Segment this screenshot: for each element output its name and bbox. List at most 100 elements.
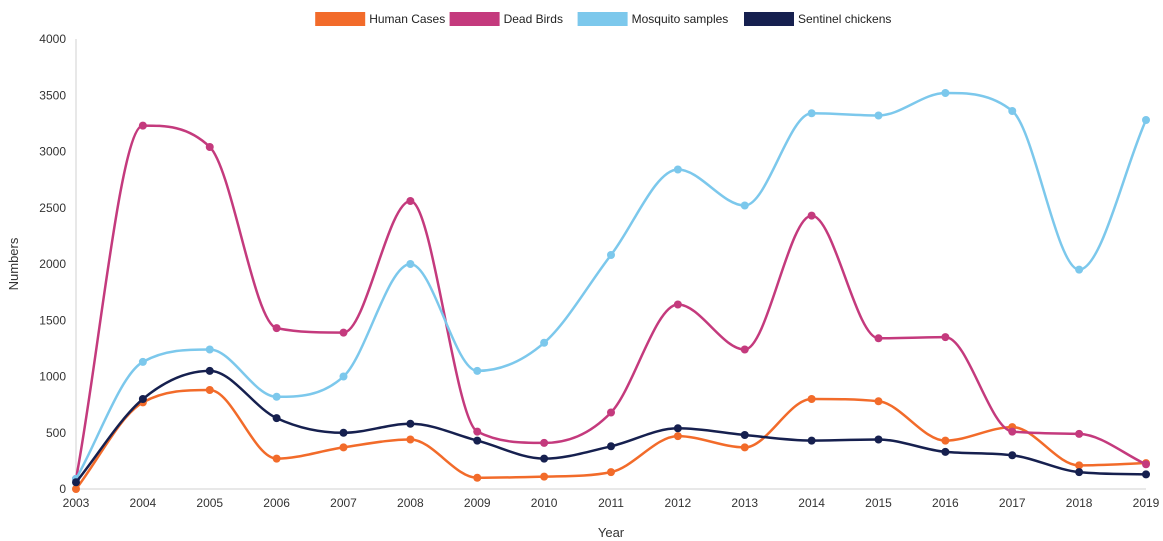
legend-item-mosquito-samples: Mosquito samples xyxy=(577,12,729,26)
x-tick-label: 2019 xyxy=(1133,496,1160,510)
y-tick-label: 500 xyxy=(46,426,66,440)
data-point-sentinel-chickens xyxy=(540,454,549,463)
legend-label: Mosquito samples xyxy=(632,12,729,26)
x-tick-label: 2015 xyxy=(865,496,892,510)
data-point-sentinel-chickens xyxy=(673,424,682,433)
data-point-dead-birds xyxy=(740,345,749,354)
series-mosquito-samples xyxy=(72,89,1150,483)
data-point-dead-birds xyxy=(1008,427,1017,436)
x-tick-label: 2009 xyxy=(464,496,491,510)
x-tick-label: 2017 xyxy=(999,496,1026,510)
data-point-sentinel-chickens xyxy=(874,435,883,444)
data-point-mosquito-samples xyxy=(205,345,214,354)
data-point-human-cases xyxy=(406,435,415,444)
x-axis-title: Year xyxy=(598,525,625,540)
data-point-dead-birds xyxy=(205,143,214,151)
data-point-human-cases xyxy=(540,472,549,481)
y-tick-label: 1000 xyxy=(39,370,66,384)
data-point-sentinel-chickens xyxy=(1008,451,1017,460)
data-point-dead-birds xyxy=(1075,429,1084,438)
x-tick-label: 2003 xyxy=(63,496,90,510)
data-point-sentinel-chickens xyxy=(607,442,615,451)
legend-swatch xyxy=(449,12,500,26)
legend-item-sentinel-chickens: Sentinel chickens xyxy=(744,12,891,26)
data-point-mosquito-samples xyxy=(406,260,415,268)
legend-label: Dead Birds xyxy=(504,12,563,26)
data-point-human-cases xyxy=(1075,461,1084,470)
data-point-sentinel-chickens xyxy=(205,366,214,375)
x-axis-ticks: 2003 2004 2005 2006 2007 2008 2009 2010 2011 2012… xyxy=(63,496,1160,510)
series-line-sentinel-chickens xyxy=(75,369,1147,484)
x-tick-label: 2012 xyxy=(665,496,692,510)
x-tick-label: 2005 xyxy=(196,496,223,510)
data-point-dead-birds xyxy=(607,408,615,417)
data-point-human-cases xyxy=(607,468,615,477)
data-point-mosquito-samples xyxy=(740,201,749,210)
data-point-sentinel-chickens xyxy=(807,436,816,445)
data-point-mosquito-samples xyxy=(807,109,816,118)
y-tick-label: 2500 xyxy=(39,201,66,215)
legend-item-human-cases: Human Cases xyxy=(315,12,445,26)
data-point-human-cases xyxy=(72,485,80,493)
y-tick-label: 3500 xyxy=(39,88,66,102)
legend-swatch xyxy=(577,12,628,26)
data-point-human-cases xyxy=(272,454,281,463)
y-axis-title: Numbers xyxy=(6,237,21,290)
y-tick-label: 4000 xyxy=(39,32,66,46)
series-dead-birds xyxy=(72,121,1150,483)
x-tick-label: 2010 xyxy=(531,496,558,510)
legend-label: Sentinel chickens xyxy=(798,12,891,26)
data-point-mosquito-samples xyxy=(540,338,549,347)
legend-item-dead-birds: Dead Birds xyxy=(449,12,563,26)
data-point-mosquito-samples xyxy=(473,366,482,375)
legend-swatch xyxy=(315,12,366,26)
data-point-dead-birds xyxy=(941,333,950,342)
x-tick-label: 2014 xyxy=(798,496,825,510)
data-point-sentinel-chickens xyxy=(1075,468,1084,477)
data-point-dead-birds xyxy=(339,328,348,337)
data-point-dead-birds xyxy=(406,197,415,205)
data-point-sentinel-chickens xyxy=(72,478,80,487)
data-point-dead-birds xyxy=(138,121,147,130)
data-point-sentinel-chickens xyxy=(272,414,281,423)
y-tick-label: 0 xyxy=(59,482,66,496)
data-point-sentinel-chickens xyxy=(941,447,950,456)
y-tick-label: 3000 xyxy=(39,145,66,159)
data-point-mosquito-samples xyxy=(1142,116,1150,124)
data-point-dead-birds xyxy=(540,438,549,447)
data-point-human-cases xyxy=(740,443,749,452)
data-point-sentinel-chickens xyxy=(406,419,415,428)
x-tick-label: 2007 xyxy=(330,496,357,510)
data-point-mosquito-samples xyxy=(1075,265,1084,274)
data-point-mosquito-samples xyxy=(607,251,615,259)
data-point-sentinel-chickens xyxy=(1142,470,1150,479)
series-line-mosquito-samples xyxy=(74,91,1148,480)
data-point-dead-birds xyxy=(1142,460,1150,469)
x-tick-label: 2018 xyxy=(1066,496,1093,510)
x-tick-label: 2016 xyxy=(932,496,959,510)
y-tick-label: 2000 xyxy=(39,257,66,271)
data-point-human-cases xyxy=(874,397,883,406)
data-point-mosquito-samples xyxy=(138,357,147,366)
data-point-sentinel-chickens xyxy=(339,428,348,437)
legend-swatch xyxy=(744,12,794,26)
data-point-human-cases xyxy=(205,386,214,394)
data-point-human-cases xyxy=(941,436,950,445)
data-point-human-cases xyxy=(339,443,348,452)
data-point-sentinel-chickens xyxy=(473,436,482,445)
axes xyxy=(75,39,1146,490)
y-tick-label: 1500 xyxy=(39,313,66,327)
x-tick-label: 2006 xyxy=(263,496,290,510)
data-point-mosquito-samples xyxy=(1008,107,1017,115)
data-point-human-cases xyxy=(473,473,482,482)
data-point-dead-birds xyxy=(807,211,816,220)
series-layer xyxy=(72,89,1150,493)
series-line-dead-birds xyxy=(74,124,1147,480)
x-tick-label: 2004 xyxy=(130,496,157,510)
data-point-human-cases xyxy=(673,432,682,441)
y-axis-ticks: 0 500 1000 1500 2000 2500 3000 3500 4000 xyxy=(39,32,66,496)
x-tick-label: 2011 xyxy=(598,496,624,510)
x-tick-label: 2013 xyxy=(731,496,758,510)
data-point-dead-birds xyxy=(673,300,682,309)
data-point-mosquito-samples xyxy=(272,392,281,401)
